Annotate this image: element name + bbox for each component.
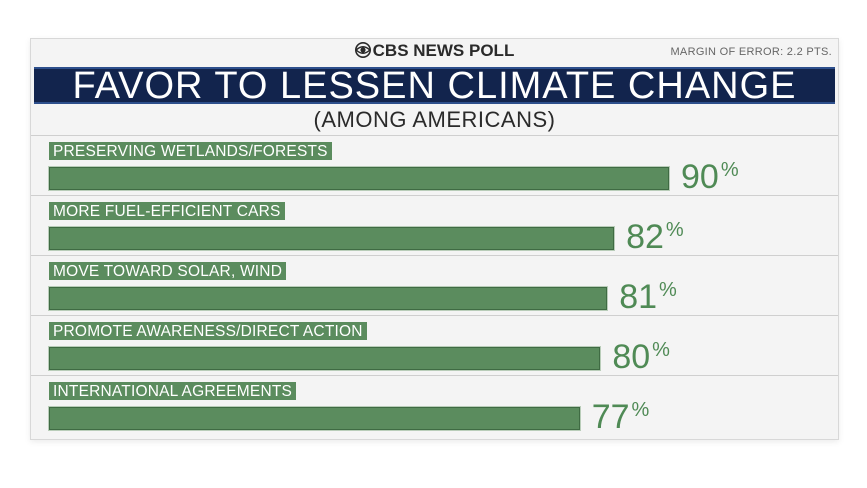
bar [49, 227, 615, 250]
percent-sign: % [652, 339, 670, 361]
bar [49, 167, 669, 190]
bar-value-number: 82 [626, 218, 664, 256]
bar-category-label: PROMOTE AWARENESS/DIRECT ACTION [49, 322, 367, 340]
percent-sign: % [659, 279, 677, 301]
bar-value-label: 80% [612, 338, 670, 377]
brand-header: CBS NEWS POLL [31, 41, 838, 65]
brand-text: CBS NEWS POLL [372, 41, 515, 60]
chart-title: FAVOR TO LESSEN CLIMATE CHANGE [72, 65, 797, 107]
bar-value-number: 77 [591, 398, 630, 436]
bar-value-number: 90 [681, 158, 719, 196]
chart-subtitle: (AMONG AMERICANS) [313, 107, 556, 132]
percent-sign: % [665, 219, 684, 241]
bar-category-label: MOVE TOWARD SOLAR, WIND [49, 262, 287, 280]
bar [49, 407, 580, 430]
bar-value-number: 80 [612, 338, 651, 376]
bar-value-label: 77% [592, 398, 650, 437]
title-bar: FAVOR TO LESSEN CLIMATE CHANGE [34, 65, 835, 107]
bar [49, 347, 601, 370]
bar-value-label: 90% [681, 158, 739, 197]
poll-card: CBS NEWS POLL MARGIN OF ERROR: 2.2 PTS. … [30, 38, 839, 440]
bar-row: PROMOTE AWARENESS/DIRECT ACTION 80% [31, 315, 838, 377]
percent-sign: % [720, 159, 739, 181]
bar-row: MOVE TOWARD SOLAR, WIND 81% [31, 255, 838, 317]
bar-value-label: 82% [626, 218, 684, 257]
bar-category-label: PRESERVING WETLANDS/FORESTS [49, 142, 332, 160]
bar [49, 287, 608, 310]
bar-row: INTERNATIONAL AGREEMENTS 77% [31, 375, 838, 437]
percent-sign: % [631, 399, 650, 421]
bar-value-label: 81% [619, 278, 677, 317]
bar-value-number: 81 [619, 278, 658, 316]
bar-row: MORE FUEL-EFFICIENT CARS 82% [31, 195, 838, 257]
bar-category-label: MORE FUEL-EFFICIENT CARS [49, 202, 285, 220]
margin-of-error: MARGIN OF ERROR: 2.2 PTS. [670, 46, 832, 58]
bar-rows: PRESERVING WETLANDS/FORESTS 90% MORE FUEL-… [31, 135, 838, 437]
bar-row: PRESERVING WETLANDS/FORESTS 90% [31, 135, 838, 197]
bar-category-label: INTERNATIONAL AGREEMENTS [49, 382, 297, 400]
cbs-eye-icon [354, 42, 371, 58]
